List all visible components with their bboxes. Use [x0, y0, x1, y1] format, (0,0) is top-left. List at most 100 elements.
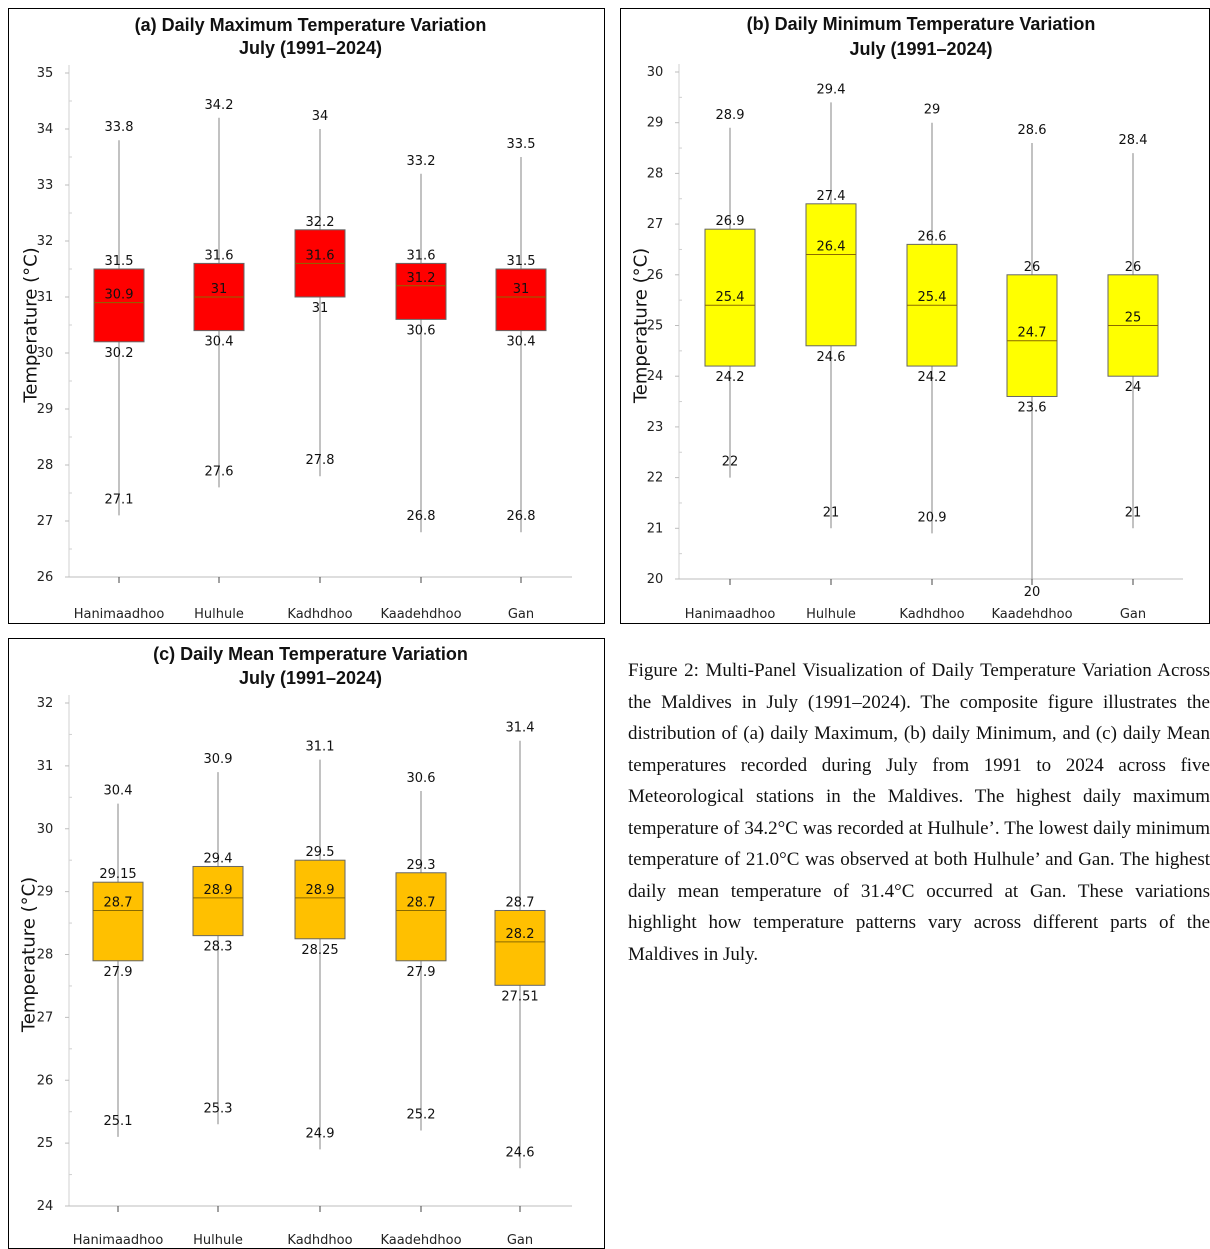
chart-title: July (1991–2024)	[239, 668, 382, 688]
y-tick-label: 28	[37, 458, 54, 473]
q1-label: 27.9	[407, 965, 436, 980]
max-label: 28.9	[716, 108, 745, 123]
box-kaadehdhoo: 28.6 26 24.7 23.6 20	[1006, 123, 1058, 600]
box-kadhdhoo: 31.1 29.5 28.9 28.25 24.9	[294, 740, 346, 1150]
y-tick-label: 26	[647, 268, 664, 283]
x-tick-label-hulhule: Hulhule	[806, 607, 856, 622]
x-tick-label-hulhule: Hulhule	[194, 607, 244, 622]
q1-label: 28.25	[301, 943, 338, 958]
max-label: 33.2	[407, 154, 436, 169]
median-label: 31	[513, 282, 530, 297]
iqr-box	[495, 268, 547, 332]
y-axis-title: Temperature (°C)	[19, 877, 40, 1033]
chart-title: July (1991–2024)	[849, 39, 992, 59]
median-label: 31	[211, 282, 228, 297]
box-hanimaadhoo: 28.9 26.9 25.4 24.2 22	[704, 108, 756, 478]
min-label: 20	[1024, 585, 1041, 600]
y-tick-label: 20	[647, 572, 664, 587]
x-tick-label-hanimaadhoo: Hanimaadhoo	[74, 607, 165, 622]
x-tick-label-kadhdhoo: Kadhdhoo	[899, 607, 964, 622]
q3-label: 26.9	[716, 214, 745, 229]
y-tick-label: 28	[647, 166, 664, 181]
y-tick-label: 30	[647, 65, 664, 80]
y-tick-label: 25	[647, 319, 664, 334]
q1-label: 30.6	[407, 323, 436, 338]
min-label: 20.9	[918, 510, 947, 525]
y-tick-label: 31	[37, 290, 54, 305]
iqr-box	[92, 881, 144, 962]
max-label: 30.6	[407, 771, 436, 786]
y-axis-title: Temperature (°C)	[631, 248, 652, 404]
max-label: 28.6	[1018, 123, 1047, 138]
y-tick-label: 27	[37, 1010, 54, 1025]
max-label: 31.1	[306, 740, 335, 755]
x-tick-label-kadhdhoo: Kadhdhoo	[287, 607, 352, 622]
box-kaadehdhoo: 33.2 31.6 31.2 30.6 26.8	[395, 154, 447, 533]
median-label: 25.4	[918, 290, 947, 305]
x-tick-label-kaadehdhoo: Kaadehdhoo	[991, 607, 1072, 622]
q3-label: 32.2	[306, 215, 335, 230]
q1-label: 23.6	[1018, 400, 1047, 415]
y-tick-label: 22	[647, 471, 664, 486]
q3-label: 26.6	[918, 229, 947, 244]
y-tick-label: 28	[37, 948, 54, 963]
box-gan: 31.4 28.7 28.2 27.51 24.6	[494, 721, 546, 1169]
y-tick-label: 24	[37, 1199, 54, 1214]
q1-label: 24	[1125, 380, 1142, 395]
q3-label: 29.15	[99, 867, 136, 882]
y-tick-label: 26	[37, 570, 54, 585]
q1-label: 24.2	[918, 370, 947, 385]
median-label: 26.4	[817, 240, 846, 255]
q3-label: 31.6	[407, 248, 436, 263]
min-label: 21	[823, 505, 840, 520]
min-label: 24.9	[306, 1126, 335, 1141]
median-label: 28.9	[204, 883, 233, 898]
x-tick-label-gan: Gan	[1120, 607, 1146, 622]
y-tick-label: 24	[647, 369, 664, 384]
panel-mean-temperature: (c) Daily Mean Temperature Variation July…	[8, 638, 605, 1249]
iqr-box	[294, 859, 346, 940]
y-tick-label: 26	[37, 1073, 54, 1088]
median-label: 25.4	[716, 290, 745, 305]
max-label: 30.4	[104, 784, 133, 799]
box-gan: 33.5 31.5 31 30.4 26.8	[495, 137, 547, 533]
q1-label: 24.6	[817, 350, 846, 365]
median-label: 28.7	[407, 895, 436, 910]
box-hanimaadhoo: 30.4 29.15 28.7 27.9 25.1	[92, 784, 144, 1137]
iqr-box	[192, 865, 244, 937]
min-label: 26.8	[507, 509, 536, 524]
box-kaadehdhoo: 30.6 29.3 28.7 27.9 25.2	[395, 771, 447, 1131]
iqr-box	[1006, 274, 1058, 397]
boxplot-mean-temperature: (c) Daily Mean Temperature Variation July…	[19, 644, 572, 1248]
max-label: 34	[312, 109, 329, 124]
box-gan: 28.4 26 25 24 21	[1107, 133, 1159, 529]
q1-label: 27.51	[501, 989, 538, 1004]
panel-min-temperature: (b) Daily Minimum Temperature Variation J…	[620, 8, 1210, 624]
max-label: 31.4	[506, 721, 535, 736]
x-tick-label-hanimaadhoo: Hanimaadhoo	[73, 1233, 164, 1248]
median-label: 28.7	[104, 895, 133, 910]
box-kadhdhoo: 29 26.6 25.4 24.2 20.9	[906, 103, 958, 534]
y-axis-title: Temperature (°C)	[21, 247, 42, 403]
max-label: 28.4	[1119, 133, 1148, 148]
y-tick-label: 21	[647, 521, 664, 536]
median-label: 28.9	[306, 883, 335, 898]
q3-label: 29.4	[204, 851, 233, 866]
median-label: 24.7	[1018, 326, 1047, 341]
y-tick-label: 29	[37, 402, 54, 417]
min-label: 27.8	[306, 453, 335, 468]
median-label: 30.9	[105, 288, 134, 303]
q3-label: 26	[1125, 260, 1142, 275]
y-tick-label: 30	[37, 822, 54, 837]
iqr-box	[93, 268, 145, 343]
median-label: 28.2	[506, 927, 535, 942]
y-tick-label: 30	[37, 346, 54, 361]
y-tick-label: 27	[37, 514, 54, 529]
max-label: 29	[924, 103, 941, 118]
y-tick-label: 25	[37, 1136, 54, 1151]
chart-title: July (1991–2024)	[239, 38, 382, 58]
min-label: 25.2	[407, 1108, 436, 1123]
q3-label: 26	[1024, 260, 1041, 275]
y-tick-label: 27	[647, 217, 664, 232]
panel-max-temperature: (a) Daily Maximum Temperature Variation J…	[8, 8, 605, 624]
